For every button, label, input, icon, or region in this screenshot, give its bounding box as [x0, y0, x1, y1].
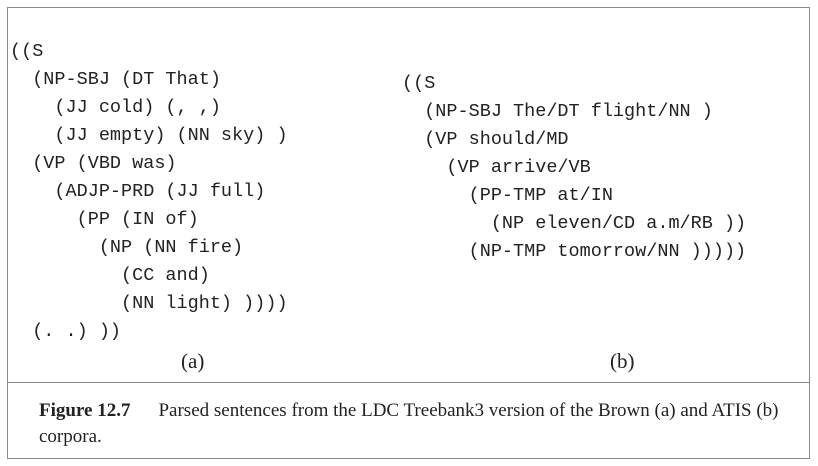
tree-line: (NP (NN fire) — [98, 237, 244, 258]
tree-line: (PP (IN of) — [76, 209, 199, 230]
tree-line: (NP-SBJ (DT That) — [32, 69, 221, 90]
tree-line: ((S — [10, 41, 44, 62]
panel-a-label: (a) — [181, 349, 205, 373]
tree-line: (VP should/MD — [424, 129, 569, 150]
figure-caption: Figure 12.7 Parsed sentences from the LDC… — [39, 398, 797, 450]
tree-line: (NP-TMP tomorrow/NN ))))) — [468, 241, 747, 262]
tree-line: (VP arrive/VB — [446, 157, 591, 178]
tree-line: (NN light) )))) — [121, 293, 288, 314]
tree-line: (PP-TMP at/IN — [468, 185, 613, 206]
figure-frame — [7, 7, 810, 459]
panel-b-label: (b) — [610, 349, 635, 373]
tree-line: ((S — [402, 73, 436, 94]
treebank-panel-b: ((S (NP-SBJ The/DT flight/NN ) (VP should/… — [402, 70, 746, 266]
tree-line: (ADJP-PRD (JJ full) — [54, 181, 266, 202]
tree-line: (. .) )) — [32, 321, 122, 342]
figure-number: Figure 12.7 — [39, 400, 131, 421]
tree-line: (JJ empty) (NN sky) ) — [54, 125, 288, 146]
tree-line: (NP-SBJ The/DT flight/NN ) — [424, 101, 713, 122]
tree-line: (VP (VBD was) — [32, 153, 177, 174]
treebank-panel-a: ((S (NP-SBJ (DT That) (JJ cold) (, ,) (JJ e… — [10, 38, 288, 346]
caption-divider — [7, 382, 810, 383]
tree-line: (NP eleven/CD a.m/RB )) — [490, 213, 747, 234]
caption-text: Parsed sentences from the LDC Treebank3 … — [39, 400, 779, 447]
tree-line: (CC and) — [121, 265, 210, 286]
tree-line: (JJ cold) (, ,) — [54, 97, 221, 118]
